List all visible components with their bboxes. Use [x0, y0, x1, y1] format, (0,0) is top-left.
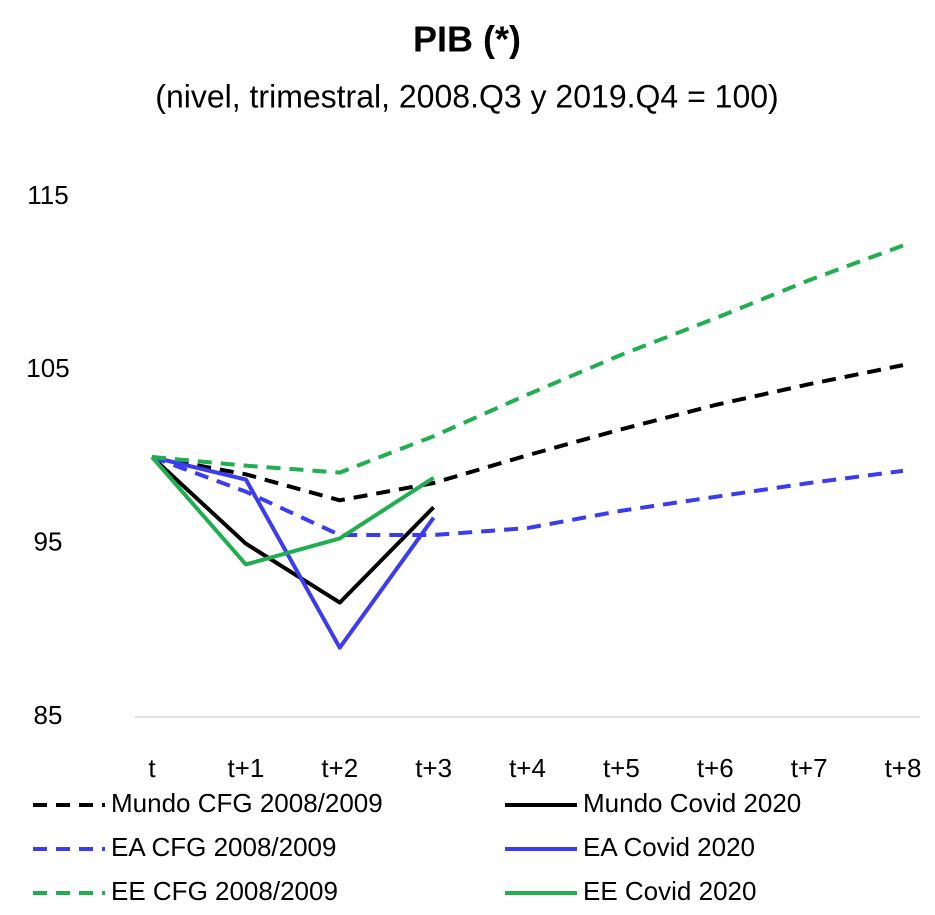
x-tick-label: t+4 [509, 753, 546, 783]
series-line [150, 455, 435, 567]
x-tick-label: t [148, 753, 156, 783]
x-tick-label: t+6 [697, 753, 734, 783]
y-tick-label: 115 [27, 180, 68, 210]
legend-label: EA Covid 2020 [583, 832, 755, 862]
legend-label: Mundo CFG 2008/2009 [111, 788, 383, 818]
y-tick-label: 95 [34, 527, 63, 557]
legend-label: EE Covid 2020 [583, 876, 756, 906]
y-tick-label: 105 [26, 353, 69, 383]
legend-label: EA CFG 2008/2009 [111, 832, 336, 862]
series-line [151, 455, 904, 537]
x-tick-label: t+3 [415, 753, 452, 783]
x-tick-label: t+8 [885, 753, 922, 783]
x-tick-label: t+5 [603, 753, 640, 783]
series-line [151, 455, 436, 650]
x-tick-label: t+2 [321, 753, 358, 783]
series-line [150, 455, 436, 605]
chart-subtitle: (nivel, trimestral, 2008.Q3 y 2019.Q4 = … [155, 78, 778, 114]
legend-label: EE CFG 2008/2009 [111, 876, 338, 906]
y-tick-label: 85 [34, 700, 63, 730]
chart-title: PIB (*) [413, 19, 521, 60]
x-tick-label: t+1 [227, 753, 264, 783]
legend-label: Mundo Covid 2020 [583, 788, 801, 818]
series-line [151, 363, 904, 503]
series-line [151, 243, 904, 475]
x-tick-label: t+7 [791, 753, 828, 783]
